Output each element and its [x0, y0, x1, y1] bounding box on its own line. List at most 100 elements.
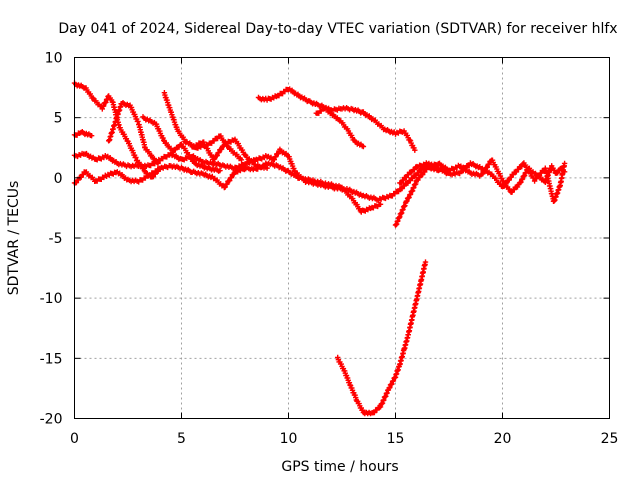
data-point — [394, 375, 397, 378]
data-point — [111, 102, 115, 105]
data-point — [383, 128, 386, 131]
data-point — [411, 315, 414, 318]
data-point — [351, 108, 354, 111]
series-track-11 — [392, 157, 568, 228]
data-markers — [71, 129, 95, 139]
data-point — [84, 170, 87, 173]
data-point — [135, 158, 138, 161]
data-point — [212, 162, 215, 165]
data-point — [233, 138, 237, 141]
data-point — [411, 188, 414, 192]
data-point — [349, 384, 352, 388]
data-point — [501, 186, 504, 189]
data-point — [233, 170, 237, 173]
data-point — [426, 167, 429, 170]
data-point — [191, 155, 194, 158]
data-point — [563, 162, 566, 165]
data-point — [79, 130, 83, 134]
data-point — [201, 161, 205, 164]
data-point — [355, 399, 359, 402]
data-point — [191, 146, 194, 149]
data-point — [223, 142, 226, 146]
data-point — [402, 348, 406, 352]
series-track-6 — [71, 146, 441, 204]
data-point — [201, 173, 205, 176]
data-point — [257, 97, 260, 100]
data-point — [490, 158, 493, 161]
data-point — [212, 176, 215, 179]
data-point — [552, 200, 556, 204]
data-point — [227, 146, 230, 149]
data-point — [278, 149, 282, 152]
data-point — [353, 140, 356, 143]
data-point — [276, 164, 279, 167]
data-point — [84, 152, 87, 155]
data-point — [107, 140, 110, 143]
data-point — [518, 182, 521, 185]
data-point — [415, 179, 419, 182]
data-point — [501, 179, 504, 182]
data-point — [479, 167, 483, 170]
data-point — [176, 128, 179, 131]
data-point — [390, 194, 393, 198]
data-point — [362, 111, 365, 115]
x-tick-label: 25 — [601, 431, 619, 447]
axis-ticks: 0 5 10 15 20 25 -20 -15 -10 -5 0 5 10 — [40, 51, 619, 448]
data-point — [223, 186, 226, 189]
data-markers — [335, 259, 429, 417]
data-point — [208, 142, 211, 146]
data-point — [244, 167, 247, 170]
data-point — [398, 188, 401, 192]
data-point — [330, 112, 333, 116]
y-axis-label: SDTVAR / TECUs — [6, 181, 22, 296]
data-point — [116, 162, 119, 165]
data-point — [171, 150, 175, 153]
data-point — [276, 94, 279, 98]
data-point — [323, 106, 327, 110]
data-point — [398, 363, 401, 366]
data-point — [437, 162, 440, 165]
data-point — [116, 170, 119, 173]
data-point — [158, 158, 162, 161]
data-point — [169, 110, 172, 113]
series-track-12 — [397, 160, 568, 204]
data-point — [101, 106, 104, 110]
data-point — [377, 198, 380, 201]
data-point — [308, 179, 312, 182]
data-point — [559, 183, 562, 187]
data-point — [218, 134, 222, 137]
data-point — [255, 164, 258, 167]
data-point — [469, 162, 472, 165]
data-point — [554, 173, 558, 176]
data-point — [184, 140, 187, 143]
data-point — [490, 173, 493, 176]
data-point — [143, 170, 147, 173]
data-point — [265, 98, 269, 101]
data-point — [409, 140, 412, 143]
data-point — [265, 155, 269, 158]
y-tick-label: -15 — [40, 351, 63, 367]
data-point — [413, 149, 416, 152]
data-point — [347, 129, 350, 133]
data-point — [150, 155, 153, 158]
data-point — [338, 118, 342, 122]
data-point — [458, 164, 461, 167]
data-point — [379, 203, 382, 206]
data-points — [71, 80, 568, 417]
data-point — [218, 169, 222, 172]
data-point — [402, 129, 406, 133]
series-track-8 — [189, 136, 270, 171]
data-point — [137, 180, 140, 183]
data-point — [522, 162, 526, 165]
data-point — [287, 87, 290, 91]
data-point — [509, 191, 513, 194]
data-point — [287, 155, 290, 158]
data-point — [137, 164, 140, 167]
data-point — [158, 167, 162, 170]
x-tick-label: 20 — [494, 431, 512, 447]
data-point — [169, 164, 172, 167]
data-point — [370, 206, 374, 210]
x-axis-label: GPS time / hours — [281, 459, 398, 475]
data-point — [360, 210, 363, 213]
data-point — [255, 158, 258, 161]
